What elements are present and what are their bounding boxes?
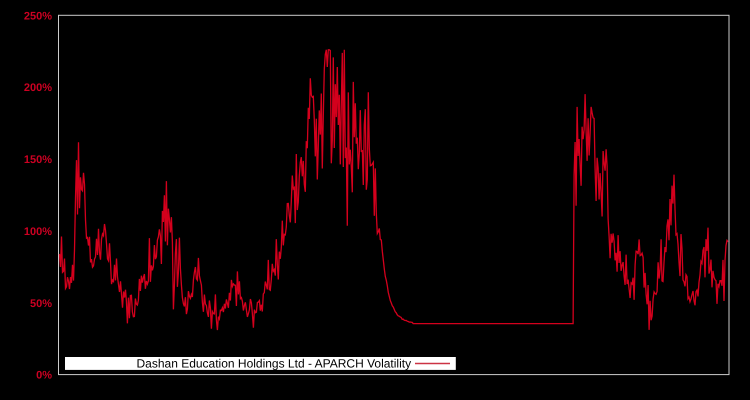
svg-text:200%: 200% <box>24 82 52 94</box>
svg-text:50%: 50% <box>30 298 52 310</box>
svg-text:100%: 100% <box>24 226 52 238</box>
svg-text:0%: 0% <box>36 370 52 382</box>
svg-text:250%: 250% <box>24 10 52 22</box>
svg-text:Dashan Education Holdings Ltd: Dashan Education Holdings Ltd - APARCH V… <box>137 356 412 370</box>
svg-text:150%: 150% <box>24 154 52 166</box>
